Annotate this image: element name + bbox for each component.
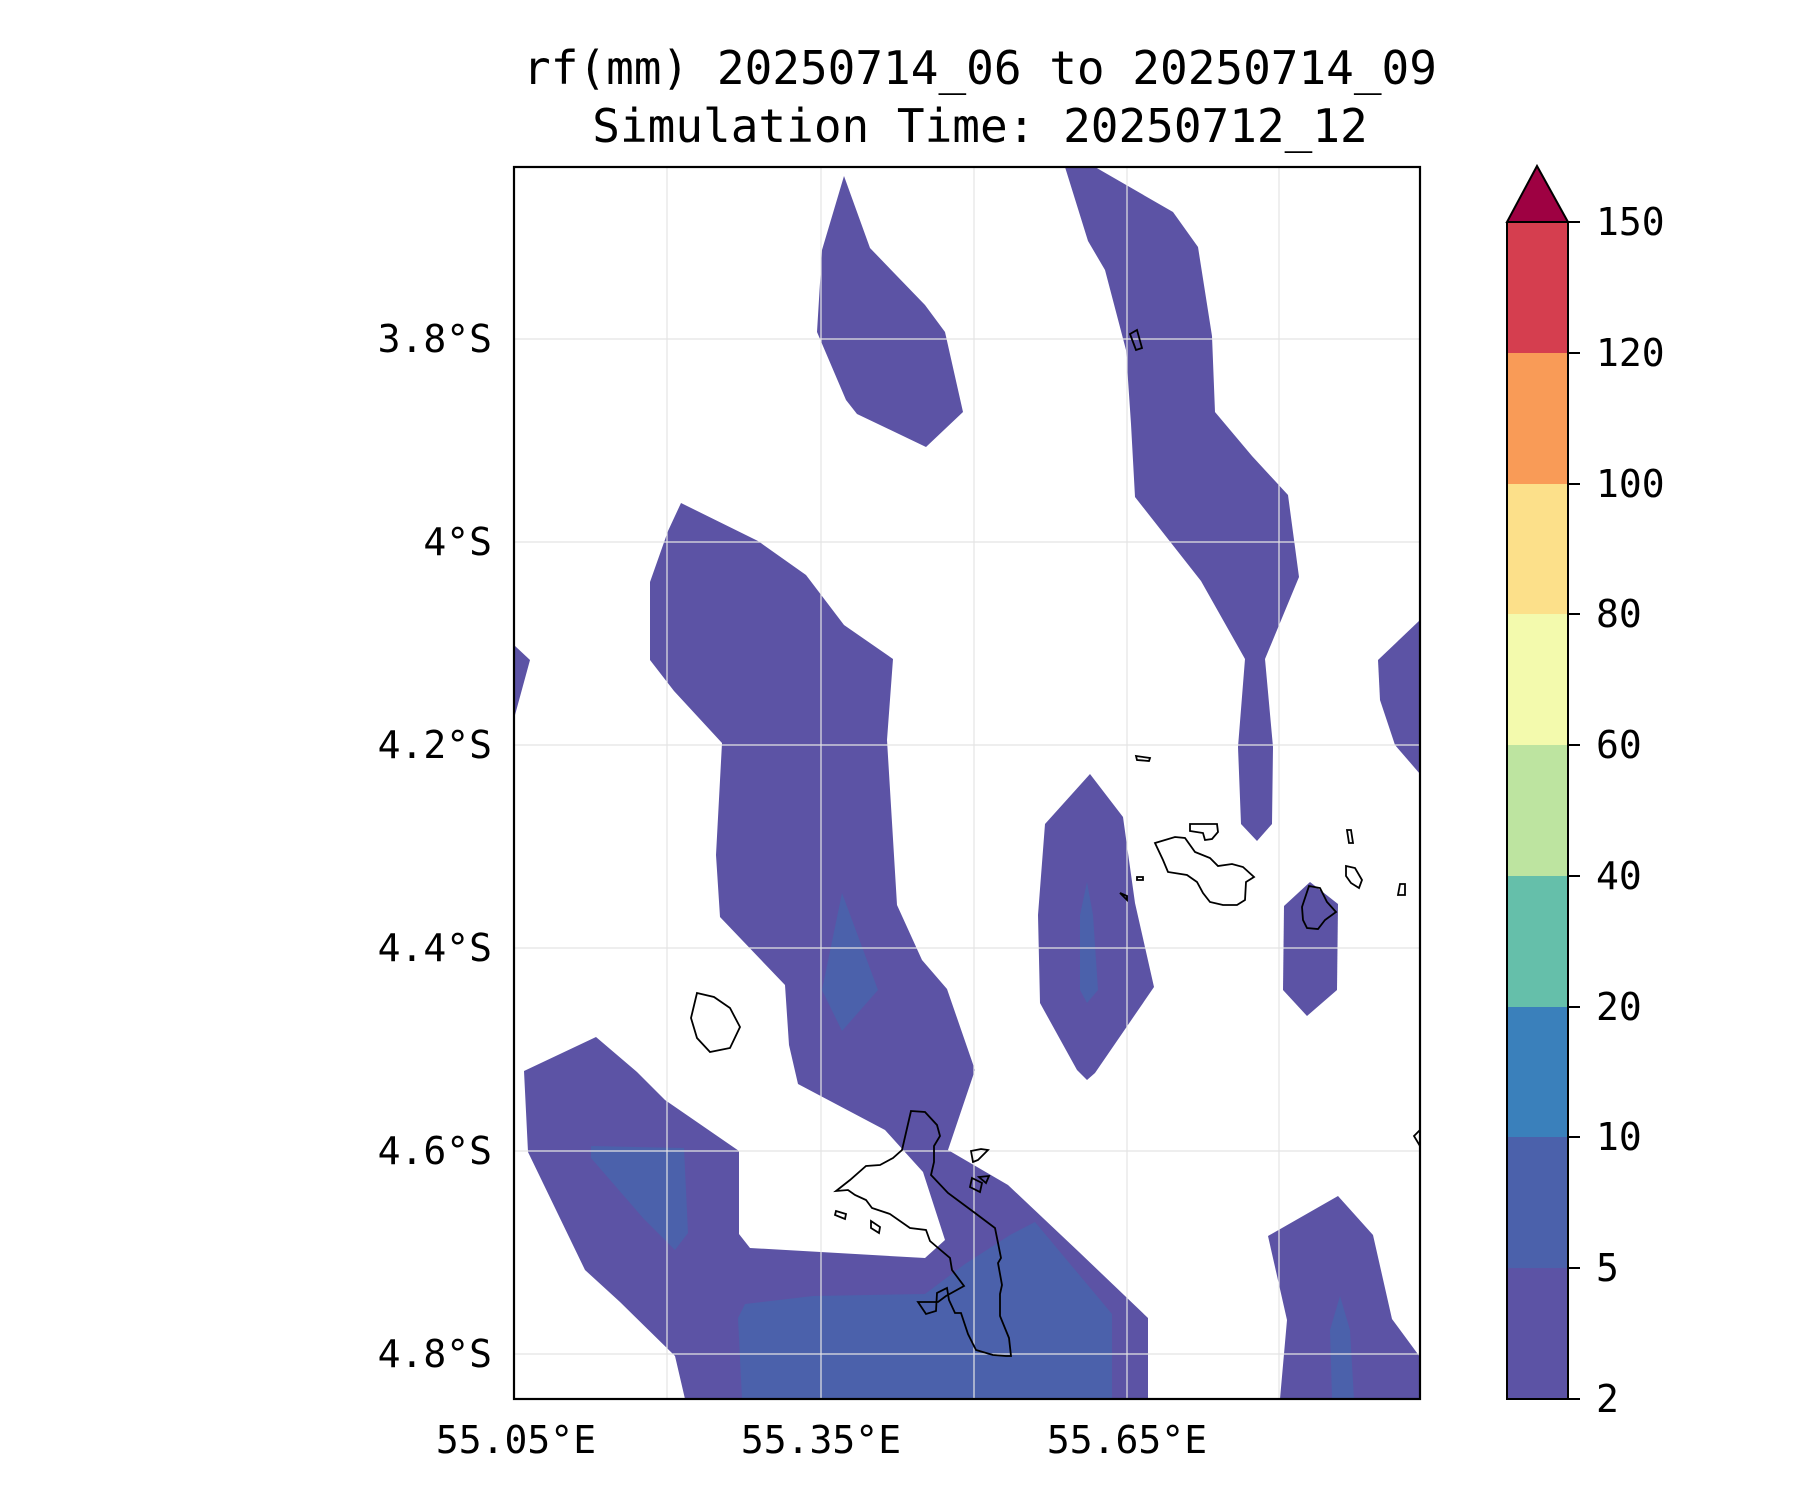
- coastline-la-digue: [1301, 884, 1338, 930]
- colorbar-tick-label: 2: [1596, 1377, 1619, 1421]
- colorbar-segment: [1507, 614, 1568, 745]
- lon-tick-label: 55.65°E: [1047, 1418, 1207, 1462]
- lat-tick-label: 4.2°S: [378, 723, 492, 767]
- colorbar-segment: [1507, 745, 1568, 876]
- coastline-praslin: [1153, 836, 1256, 906]
- lat-tick-label: 3.8°S: [378, 317, 492, 361]
- colorbar-tick-label: 80: [1596, 592, 1642, 636]
- coastline-islet-13: [870, 1219, 881, 1235]
- coastline-islet-6: [1396, 883, 1406, 896]
- lon-axis: 55.05°E 55.35°E 55.65°E: [436, 1418, 1207, 1462]
- lat-tick-label: 4.6°S: [378, 1129, 492, 1173]
- colorbar-outline: [1506, 222, 1569, 1400]
- coastline-islet-10: [968, 1176, 984, 1194]
- map-frame: [512, 165, 1422, 1401]
- rainfall-contours: [514, 167, 1420, 1399]
- colorbar-extend-arrow: [1505, 163, 1570, 223]
- colorbar-tick-label: 100: [1596, 462, 1665, 506]
- coastline-islet-5: [1345, 829, 1355, 844]
- colorbar: 2 5 10 20 40 60 80 100 120 150: [1505, 163, 1665, 1421]
- colorbar-segment: [1507, 353, 1568, 484]
- colorbar-tick-label: 60: [1596, 723, 1642, 767]
- colorbar-tick-label: 20: [1596, 985, 1642, 1029]
- map-title: rf(mm) 20250714_06 to 20250714_09: [523, 41, 1437, 95]
- map-gridlines: [514, 167, 1420, 1399]
- coastline-islet-3: [1128, 328, 1144, 352]
- colorbar-segment: [1507, 222, 1568, 353]
- coastline-islet-14: [1412, 1129, 1420, 1147]
- coastline-islet-11: [976, 1174, 991, 1185]
- coastline-islet-1: [1189, 823, 1219, 842]
- colorbar-segment: [1507, 876, 1568, 1007]
- colorbar-tick-label: 5: [1596, 1246, 1619, 1290]
- colorbar-segment: [1507, 484, 1568, 614]
- lat-tick-label: 4.4°S: [378, 926, 492, 970]
- coastline-islet-2: [1345, 864, 1363, 890]
- colorbar-ticks: [1568, 221, 1580, 1400]
- lat-tick-label: 4.8°S: [378, 1332, 492, 1376]
- map-subtitle: Simulation Time: 20250712_12: [592, 99, 1368, 153]
- colorbar-tick-label: 40: [1596, 854, 1642, 898]
- colorbar-segment: [1507, 1137, 1568, 1268]
- lon-tick-label: 55.35°E: [741, 1418, 901, 1462]
- lon-tick-label: 55.05°E: [436, 1418, 596, 1462]
- colorbar-segment: [1507, 1007, 1568, 1137]
- rain-level-5-10: [591, 882, 1354, 1399]
- coastlines: [690, 328, 1420, 1357]
- coastline-islet-8: [1119, 892, 1128, 903]
- colorbar-segment: [1507, 1268, 1568, 1399]
- coastline-islet-4: [1134, 754, 1152, 762]
- lat-axis: 3.8°S 4°S 4.2°S 4.4°S 4.6°S 4.8°S: [378, 317, 492, 1376]
- coastline-islet-9: [969, 1148, 990, 1164]
- colorbar-tick-label: 150: [1596, 200, 1665, 244]
- coastline-islet-7: [1136, 876, 1144, 881]
- coastline-islet-12: [833, 1209, 848, 1221]
- colorbar-tick-label: 120: [1596, 331, 1665, 375]
- coastline-island-a: [690, 991, 742, 1053]
- colorbar-tick-label: 10: [1596, 1115, 1642, 1159]
- coastline-mahe: [833, 1110, 1013, 1357]
- lat-tick-label: 4°S: [423, 520, 492, 564]
